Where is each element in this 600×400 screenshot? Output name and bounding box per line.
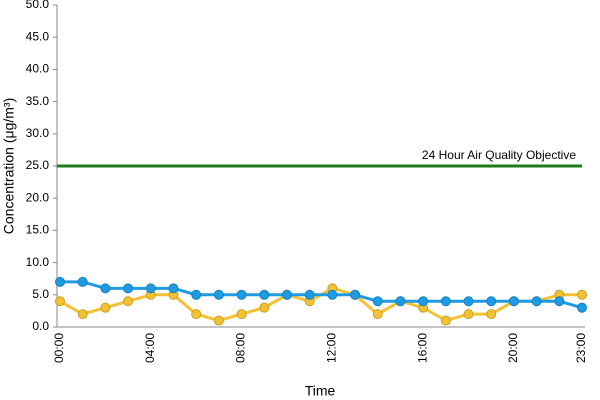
data-point <box>440 315 451 326</box>
x-axis-label: Time <box>305 383 336 399</box>
y-tick-label: 40.0 <box>26 62 50 76</box>
x-tick-label: 04:00 <box>143 333 157 363</box>
data-point <box>77 276 88 287</box>
x-tick-label: 08:00 <box>234 333 248 363</box>
data-point <box>486 296 497 307</box>
data-point <box>191 309 202 320</box>
series-line <box>60 280 583 310</box>
data-point <box>55 296 65 307</box>
y-tick-label: 50.0 <box>26 0 50 11</box>
data-point <box>213 315 224 326</box>
reference-label: 24 Hour Air Quality Objective <box>422 148 576 162</box>
x-tick-label: 23:00 <box>574 333 588 363</box>
data-point <box>372 309 383 320</box>
y-tick-label: 15.0 <box>26 223 50 237</box>
data-point <box>191 289 202 300</box>
y-axis-label: Concentration (μg/m³) <box>1 98 17 234</box>
data-point <box>123 283 134 294</box>
series-line <box>59 286 582 323</box>
data-point <box>577 302 587 313</box>
data-point <box>463 309 474 320</box>
data-point <box>281 289 292 300</box>
data-point <box>531 296 542 307</box>
data-point <box>440 296 451 307</box>
y-tick-label: 0.0 <box>32 319 49 333</box>
data-point <box>304 289 315 300</box>
data-point <box>145 283 156 294</box>
data-point <box>123 296 134 307</box>
data-point <box>236 289 247 300</box>
x-tick-label: 20:00 <box>506 333 520 363</box>
data-point <box>77 309 88 320</box>
x-tick-label: 16:00 <box>415 333 429 363</box>
data-point <box>168 283 179 294</box>
data-point <box>327 289 338 300</box>
data-point <box>577 289 587 300</box>
y-tick-label: 35.0 <box>26 94 50 108</box>
data-point <box>213 289 224 300</box>
data-point <box>100 302 111 313</box>
y-tick-label: 10.0 <box>26 255 50 269</box>
data-point <box>418 296 429 307</box>
data-point <box>395 296 406 307</box>
data-point <box>554 296 565 307</box>
data-point <box>372 296 383 307</box>
data-point <box>350 289 361 300</box>
data-point <box>259 289 270 300</box>
data-point <box>55 276 65 287</box>
y-tick-label: 45.0 <box>26 29 50 43</box>
x-tick-label: 00:00 <box>52 333 66 363</box>
x-tick-label: 12:00 <box>325 333 339 363</box>
y-tick-label: 5.0 <box>32 287 49 301</box>
data-point <box>508 296 519 307</box>
y-tick-label: 20.0 <box>26 190 50 204</box>
y-tick-label: 25.0 <box>26 158 50 172</box>
data-point <box>100 283 111 294</box>
data-point <box>259 302 270 313</box>
y-tick-label: 30.0 <box>26 126 50 140</box>
data-point <box>486 309 497 320</box>
data-point <box>236 309 247 320</box>
data-point <box>463 296 474 307</box>
